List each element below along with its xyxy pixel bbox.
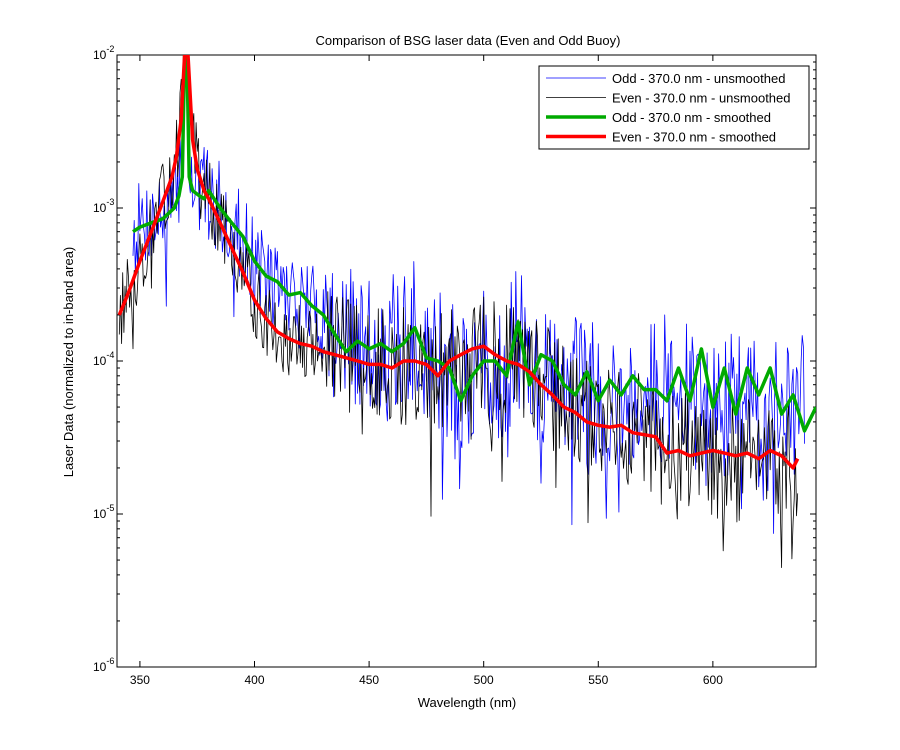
x-tick-label: 600 [703, 673, 723, 687]
y-tick-base: 10 [93, 354, 107, 368]
x-tick-label: 350 [130, 673, 150, 687]
y-tick-base: 10 [93, 201, 107, 215]
x-axis-label: Wavelength (nm) [418, 695, 517, 710]
y-tick-label: 10-2 [93, 44, 114, 62]
y-tick-base: 10 [93, 48, 107, 62]
x-tick-label: 550 [588, 673, 608, 687]
series-line-3 [117, 55, 800, 470]
x-tick-label: 500 [474, 673, 494, 687]
y-tick-label: 10-5 [93, 503, 114, 521]
y-tick-exponent: -4 [106, 350, 114, 360]
y-axis-label: Laser Data (normalized to in-band area) [61, 247, 76, 478]
y-tick-exponent: -5 [106, 503, 114, 513]
x-tick-label: 400 [244, 673, 264, 687]
y-tick-label: 10-6 [93, 656, 114, 674]
series-line-0 [132, 55, 805, 534]
x-tick-label: 450 [359, 673, 379, 687]
y-tick-base: 10 [93, 507, 107, 521]
series-line-1 [118, 55, 799, 568]
y-tick-exponent: -6 [106, 656, 114, 666]
series-group [117, 55, 816, 568]
chart-title: Comparison of BSG laser data (Even and O… [316, 33, 621, 48]
legend: Odd - 370.0 nm - unsmoothed Even - 370.0 … [538, 65, 810, 150]
y-tick-base: 10 [93, 660, 107, 674]
y-tick-exponent: -3 [106, 197, 114, 207]
series-line-2 [132, 55, 816, 433]
y-tick-label: 10-4 [93, 350, 114, 368]
y-tick-label: 10-3 [93, 197, 114, 215]
legend-entry-2: Odd - 370.0 nm - smoothed [612, 110, 771, 125]
legend-entry-3: Even - 370.0 nm - smoothed [612, 130, 776, 145]
legend-entry-1: Even - 370.0 nm - unsmoothed [612, 91, 791, 106]
y-tick-exponent: -2 [106, 44, 114, 54]
legend-entry-0: Odd - 370.0 nm - unsmoothed [612, 71, 785, 86]
